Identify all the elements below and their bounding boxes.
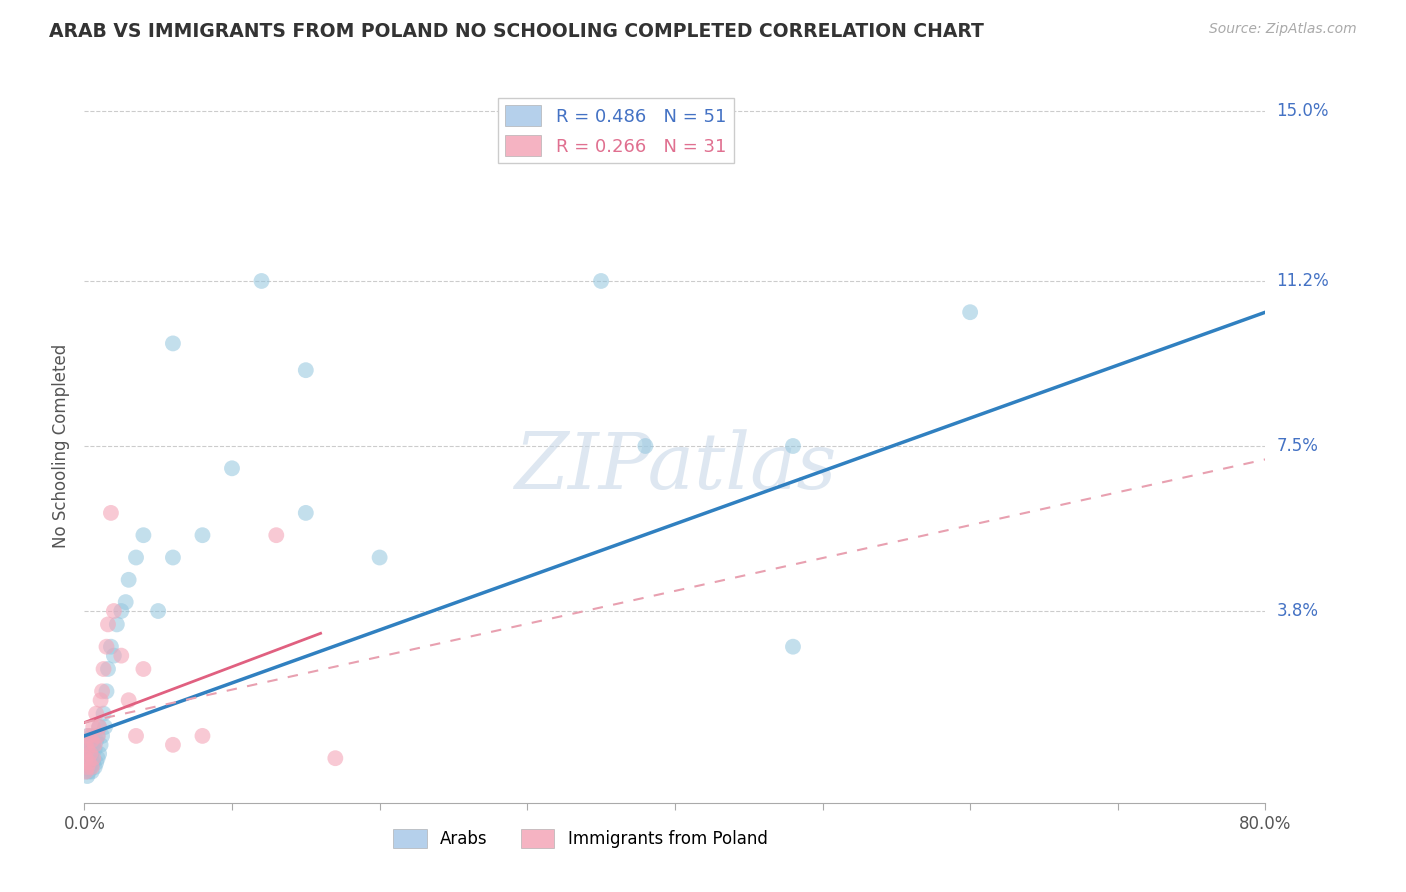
Text: ZIPatlas: ZIPatlas <box>513 429 837 506</box>
Legend: Arabs, Immigrants from Poland: Arabs, Immigrants from Poland <box>387 822 775 855</box>
Point <box>162 336 184 351</box>
Point <box>80 747 103 761</box>
Point <box>77 756 100 770</box>
Point <box>97 662 120 676</box>
Text: 3.8%: 3.8% <box>1277 602 1319 620</box>
Point <box>97 617 120 632</box>
Point <box>110 648 132 663</box>
Point <box>83 760 105 774</box>
Point <box>76 742 98 756</box>
Point <box>84 706 107 721</box>
Point <box>96 684 118 698</box>
Point <box>96 640 118 654</box>
Point <box>75 764 97 779</box>
Y-axis label: No Schooling Completed: No Schooling Completed <box>52 344 70 548</box>
Point <box>79 747 101 761</box>
Point <box>90 738 112 752</box>
Point <box>103 648 125 663</box>
Point <box>93 706 115 721</box>
Point <box>100 506 122 520</box>
Point <box>91 729 114 743</box>
Point <box>634 439 657 453</box>
Point <box>82 751 104 765</box>
Point <box>76 769 98 783</box>
Point <box>75 764 97 779</box>
Point <box>83 738 105 752</box>
Point <box>368 550 391 565</box>
Point <box>86 729 108 743</box>
Point <box>86 751 108 765</box>
Point <box>84 733 107 747</box>
Point <box>86 729 108 743</box>
Point <box>295 506 318 520</box>
Point <box>162 738 184 752</box>
Point <box>79 738 101 752</box>
Point <box>162 550 184 565</box>
Point <box>82 738 104 752</box>
Text: 11.2%: 11.2% <box>1277 272 1329 290</box>
Point <box>325 751 347 765</box>
Point <box>148 604 170 618</box>
Point <box>103 604 125 618</box>
Point <box>75 751 97 765</box>
Point <box>82 720 104 734</box>
Point <box>591 274 613 288</box>
Text: 15.0%: 15.0% <box>1277 103 1329 120</box>
Point <box>90 693 112 707</box>
Point <box>191 528 214 542</box>
Point <box>76 756 98 770</box>
Point <box>80 760 103 774</box>
Point <box>80 729 103 743</box>
Point <box>118 573 141 587</box>
Point <box>87 747 111 761</box>
Point <box>75 738 97 752</box>
Point <box>191 729 214 743</box>
Point <box>84 756 107 770</box>
Point <box>132 662 155 676</box>
Text: 7.5%: 7.5% <box>1277 437 1319 455</box>
Point <box>80 764 103 779</box>
Point <box>250 274 273 288</box>
Point <box>82 756 104 770</box>
Point <box>118 693 141 707</box>
Point <box>782 640 804 654</box>
Point <box>76 742 98 756</box>
Point <box>94 720 117 734</box>
Point <box>105 617 128 632</box>
Point <box>266 528 288 542</box>
Text: Source: ZipAtlas.com: Source: ZipAtlas.com <box>1209 22 1357 37</box>
Point <box>76 729 98 743</box>
Point <box>87 720 111 734</box>
Point <box>114 595 136 609</box>
Point <box>91 684 114 698</box>
Point <box>83 742 105 756</box>
Point <box>125 729 148 743</box>
Point <box>295 363 318 377</box>
Point <box>77 747 100 761</box>
Point <box>79 760 101 774</box>
Point <box>132 528 155 542</box>
Point <box>93 662 115 676</box>
Point <box>87 720 111 734</box>
Point <box>959 305 981 319</box>
Point <box>80 733 103 747</box>
Text: ARAB VS IMMIGRANTS FROM POLAND NO SCHOOLING COMPLETED CORRELATION CHART: ARAB VS IMMIGRANTS FROM POLAND NO SCHOOL… <box>49 22 984 41</box>
Point <box>77 729 100 743</box>
Point <box>76 760 98 774</box>
Point <box>77 764 100 779</box>
Point <box>782 439 804 453</box>
Point <box>221 461 243 475</box>
Point <box>75 738 97 752</box>
Point <box>77 733 100 747</box>
Point <box>125 550 148 565</box>
Point <box>75 751 97 765</box>
Point <box>110 604 132 618</box>
Point <box>100 640 122 654</box>
